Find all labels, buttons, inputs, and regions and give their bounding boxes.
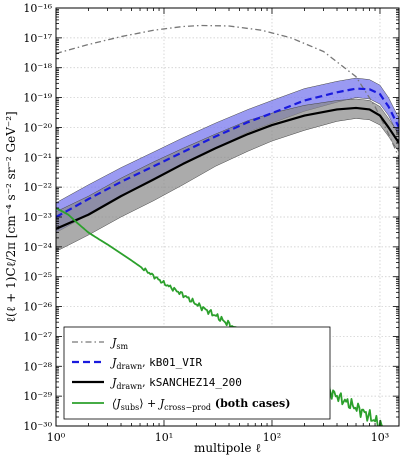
y-tick-label: 10⁻²⁰	[23, 121, 52, 134]
y-tick-label: 10⁻²⁴	[23, 241, 52, 254]
y-tick-label: 10⁻²⁸	[23, 360, 52, 373]
y-tick-label: 10⁻¹⁷	[23, 32, 52, 45]
x-axis-label: multipole ℓ	[194, 441, 261, 455]
y-tick-label: 10⁻³⁰	[23, 420, 52, 433]
legend-label-1: Jdrawn, kB01_VIR	[110, 356, 202, 371]
y-tick-label: 10⁻¹⁶	[23, 2, 52, 15]
series-line-2	[56, 106, 399, 230]
y-tick-label: 10⁻²²	[23, 181, 52, 194]
y-tick-label: 10⁻¹⁹	[23, 92, 52, 105]
y-tick-label: 10⁻²⁹	[23, 390, 52, 403]
legend-label-2: Jdrawn, kSANCHEZ14_200	[110, 376, 242, 391]
y-tick-label: 10⁻²⁵	[23, 271, 52, 284]
y-tick-label: 10⁻²⁷	[23, 330, 52, 343]
legend-label-0: Jsm	[110, 336, 129, 351]
x-tick-label: 10¹	[155, 431, 173, 444]
y-tick-label: 10⁻²³	[23, 211, 52, 224]
axis-ticks: 10⁰ 10¹ 10² 10³ 10⁻³⁰ 10⁻²⁹ 10⁻²⁸ 10⁻²⁷ 10⁻²⁶ 10⁻…	[23, 2, 399, 444]
series-line-0	[56, 24, 399, 158]
legend: Jsm Jdrawn, kB01_VIR Jdrawn, kSANCHEZ14_20…	[63, 326, 331, 420]
y-tick-label: 10⁻²¹	[23, 151, 52, 164]
y-axis-label: ℓ(ℓ + 1)Cℓ/2π [cm⁻⁴ s⁻² sr⁻² GeV⁻²]	[4, 111, 18, 322]
y-tick-label: 10⁻²⁶	[23, 301, 52, 314]
uncertainty-bands	[55, 77, 400, 252]
legend-box	[63, 326, 331, 420]
y-tick-label: 10⁻¹⁸	[23, 62, 52, 75]
x-tick-label: 10²	[263, 431, 281, 444]
x-tick-label: 10³	[371, 431, 389, 444]
legend-label-3: ⟨Jsubs⟩ + Jcross−prod (both cases)	[112, 397, 290, 412]
series-lines	[56, 24, 399, 426]
series-line-3	[56, 207, 388, 426]
x-tick-label: 10⁰	[47, 431, 66, 444]
